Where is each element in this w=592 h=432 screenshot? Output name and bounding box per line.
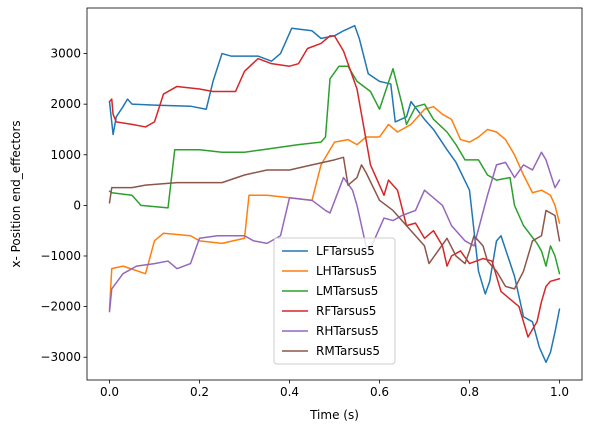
axes-frame bbox=[86, 7, 583, 381]
y-tick-label: 2000 bbox=[50, 97, 81, 111]
legend-label-lmtarsus5: LMTarsus5 bbox=[316, 284, 378, 298]
x-tick-label: 0.6 bbox=[370, 385, 389, 399]
x-tick-label: 0.4 bbox=[280, 385, 299, 399]
x-tick-label: 0.8 bbox=[460, 385, 479, 399]
series-line-rftarsus5 bbox=[108, 35, 561, 338]
y-tick-label: 1000 bbox=[50, 148, 81, 162]
legend-label-lftarsus5: LFTarsus5 bbox=[316, 244, 375, 258]
series-line-lmtarsus5 bbox=[108, 65, 561, 275]
legend-label-rmtarsus5: RMTarsus5 bbox=[316, 344, 380, 358]
y-tick-label: −3000 bbox=[40, 350, 81, 364]
series-line-lftarsus5 bbox=[108, 24, 561, 364]
legend: LFTarsus5 LHTarsus5 LMTarsus5 RFTarsus5 RHTa… bbox=[273, 237, 396, 365]
x-axis-label: Time (s) bbox=[309, 408, 359, 422]
series-line-lhtarsus5 bbox=[108, 105, 561, 310]
y-axis: −3000 −2000 −1000 0 1000 2000 3000 bbox=[40, 47, 87, 364]
legend-label-rhtarsus5: RHTarsus5 bbox=[316, 324, 379, 338]
x-tick-label: 0.2 bbox=[190, 385, 209, 399]
series-line-rmtarsus5 bbox=[108, 156, 561, 290]
y-axis-label: x- Position end_effectors bbox=[9, 120, 23, 267]
x-axis: 0.0 0.2 0.4 0.6 0.8 1.0 bbox=[100, 380, 569, 399]
x-tick-label: 1.0 bbox=[550, 385, 569, 399]
legend-box bbox=[273, 237, 396, 365]
plot-lines bbox=[108, 24, 561, 364]
x-tick-label: 0.0 bbox=[100, 385, 119, 399]
legend-label-rftarsus5: RFTarsus5 bbox=[316, 304, 376, 318]
y-tick-label: 3000 bbox=[50, 47, 81, 61]
y-tick-label: 0 bbox=[73, 198, 81, 212]
y-tick-label: −1000 bbox=[40, 249, 81, 263]
legend-label-lhtarsus5: LHTarsus5 bbox=[316, 264, 377, 278]
y-tick-label: −2000 bbox=[40, 300, 81, 314]
